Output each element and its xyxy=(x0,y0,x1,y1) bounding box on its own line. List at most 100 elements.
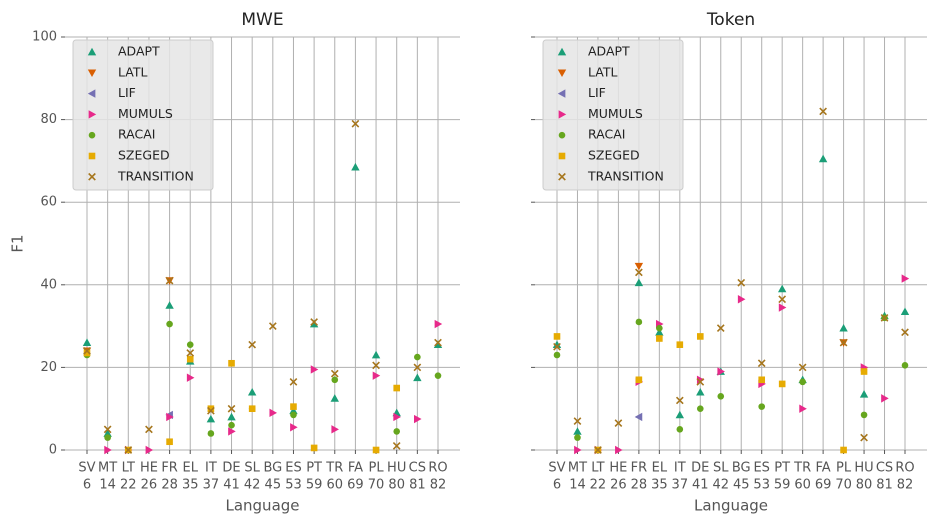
point xyxy=(557,69,567,77)
point xyxy=(103,425,112,434)
point xyxy=(655,328,664,336)
x-tick-label: 82 xyxy=(897,478,914,493)
x-tick-label: LT xyxy=(122,461,135,476)
x-tick-label: 22 xyxy=(120,478,137,493)
x-tick-label: ES xyxy=(285,461,301,476)
legend-label: ADAPT xyxy=(588,44,630,59)
point xyxy=(268,322,277,330)
point xyxy=(840,446,847,454)
point xyxy=(839,338,848,347)
x-tick-label: 45 xyxy=(733,478,750,493)
point xyxy=(819,107,827,116)
point xyxy=(799,378,806,386)
point xyxy=(553,333,561,340)
point xyxy=(553,351,561,359)
point xyxy=(206,414,216,423)
point xyxy=(165,276,174,285)
point xyxy=(558,131,566,139)
x-tick-label: BG xyxy=(732,461,751,476)
point xyxy=(434,319,443,329)
point xyxy=(716,324,725,333)
x-tick-label: 28 xyxy=(631,478,648,493)
x-tick-label: PL xyxy=(836,461,852,476)
point xyxy=(758,403,766,410)
point xyxy=(145,445,154,455)
x-tick-label: DE xyxy=(222,461,240,476)
x-tick-label: 70 xyxy=(835,478,852,493)
x-tick-label: PT xyxy=(774,461,790,476)
x-tick-label: MT xyxy=(98,461,117,476)
x-tick-label: FR xyxy=(161,461,178,476)
point xyxy=(860,368,868,375)
point xyxy=(696,375,705,384)
point xyxy=(433,340,443,349)
point xyxy=(290,423,298,432)
x-tick-label: 81 xyxy=(409,478,426,493)
x-tick-label: FA xyxy=(348,461,363,476)
point xyxy=(289,377,298,386)
legend-box xyxy=(72,39,214,191)
point xyxy=(635,318,643,326)
point xyxy=(87,47,97,56)
point xyxy=(166,320,173,328)
point xyxy=(777,284,787,293)
x-tick-label: DE xyxy=(691,461,709,476)
x-tick-label: PT xyxy=(306,461,322,476)
y-tick-label: 100 xyxy=(32,30,57,45)
x-tick-label: MT xyxy=(568,461,587,476)
x-tick-label: HU xyxy=(854,461,873,476)
point xyxy=(696,333,704,340)
x-tick-label: IT xyxy=(674,461,686,476)
x-tick-label: 53 xyxy=(285,478,302,493)
point xyxy=(414,353,421,361)
point xyxy=(818,154,828,163)
point xyxy=(289,406,298,415)
point xyxy=(393,384,401,392)
x-tick-label: IT xyxy=(205,461,217,476)
point xyxy=(615,445,623,455)
x-tick-label: HE xyxy=(140,461,158,476)
legend-label: ADAPT xyxy=(118,44,160,59)
point xyxy=(676,341,684,348)
point xyxy=(594,446,602,454)
point xyxy=(228,427,236,436)
x-tick-label: 6 xyxy=(553,478,561,493)
point xyxy=(331,376,339,384)
point xyxy=(310,318,318,326)
point xyxy=(228,359,235,367)
x-tick-label: 80 xyxy=(388,478,405,493)
point xyxy=(758,376,766,384)
x-tick-label: 60 xyxy=(326,478,343,493)
legend-label: LATL xyxy=(118,64,147,79)
point xyxy=(290,403,297,410)
x-tick-label: 41 xyxy=(692,478,709,493)
x-tick-label: SV xyxy=(548,461,565,476)
legend-label: MUMULS xyxy=(588,106,643,121)
y-axis-label: F1 xyxy=(9,234,27,252)
point xyxy=(574,434,581,441)
x-tick-label: 60 xyxy=(794,478,811,493)
chart-title: Token xyxy=(706,10,755,30)
x-tick-label: SV xyxy=(78,461,95,476)
point xyxy=(557,47,567,56)
point xyxy=(434,338,442,347)
point xyxy=(558,152,566,160)
point xyxy=(634,278,644,287)
x-tick-label: 14 xyxy=(569,478,586,493)
point xyxy=(696,377,705,386)
legend-label: SZEGED xyxy=(588,148,640,163)
point xyxy=(166,438,173,446)
point xyxy=(269,408,278,418)
point xyxy=(557,89,566,98)
legend: ADAPT LATL LIF MUMULS RACAI SZEGED TRANSITION xyxy=(542,39,684,191)
point xyxy=(881,394,889,403)
point xyxy=(573,427,582,435)
point xyxy=(799,404,807,413)
y-tick-label: 0 xyxy=(49,443,57,458)
x-tick-label: TR xyxy=(325,461,343,476)
point xyxy=(737,278,746,287)
point xyxy=(290,411,297,419)
x-tick-label: 35 xyxy=(182,478,199,493)
point xyxy=(88,131,96,139)
point xyxy=(103,429,112,437)
